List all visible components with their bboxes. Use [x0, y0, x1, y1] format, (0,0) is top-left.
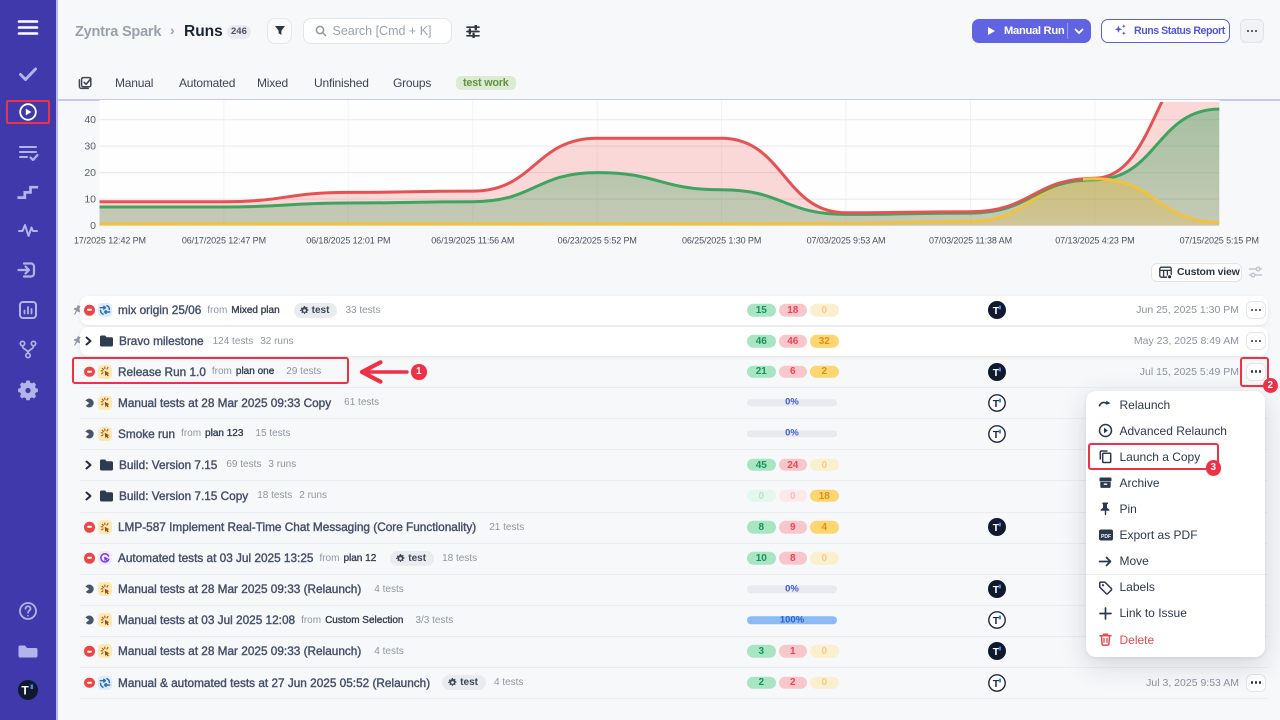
svg-text:0: 0 — [90, 220, 96, 232]
svg-text:T: T — [993, 367, 1000, 379]
svg-text:17/2025 12:42 PM: 17/2025 12:42 PM — [74, 236, 146, 246]
svg-text:07/03/2025 9:53 AM: 07/03/2025 9:53 AM — [807, 236, 886, 246]
svg-text:T: T — [993, 584, 1000, 596]
svg-text:T: T — [993, 305, 1000, 317]
svg-text:06/17/2025 12:47 PM: 06/17/2025 12:47 PM — [182, 236, 266, 246]
svg-text:T: T — [993, 398, 1000, 410]
svg-text:40: 40 — [84, 114, 96, 126]
svg-text:T: T — [993, 646, 1000, 658]
svg-text:T: T — [21, 684, 29, 698]
svg-text:10: 10 — [84, 194, 96, 206]
svg-text:07/15/2025 5:15 PM: 07/15/2025 5:15 PM — [1180, 236, 1259, 246]
svg-text:06/25/2025 1:30 PM: 06/25/2025 1:30 PM — [682, 236, 761, 246]
svg-text:T: T — [993, 522, 1000, 534]
svg-text:06/18/2025 12:01 PM: 06/18/2025 12:01 PM — [306, 236, 390, 246]
svg-text:06/23/2025 5:52 PM: 06/23/2025 5:52 PM — [558, 236, 637, 246]
svg-text:07/03/2025 11:38 AM: 07/03/2025 11:38 AM — [929, 236, 1012, 246]
svg-text:30: 30 — [84, 141, 96, 153]
svg-text:T: T — [993, 429, 1000, 441]
svg-text:06/19/2025 11:56 AM: 06/19/2025 11:56 AM — [431, 236, 514, 246]
svg-text:T: T — [993, 678, 1000, 690]
svg-text:20: 20 — [84, 167, 96, 179]
svg-text:07/13/2025 4:23 PM: 07/13/2025 4:23 PM — [1055, 236, 1134, 246]
svg-text:T: T — [993, 615, 1000, 627]
svg-text:PDF: PDF — [1101, 534, 1111, 540]
